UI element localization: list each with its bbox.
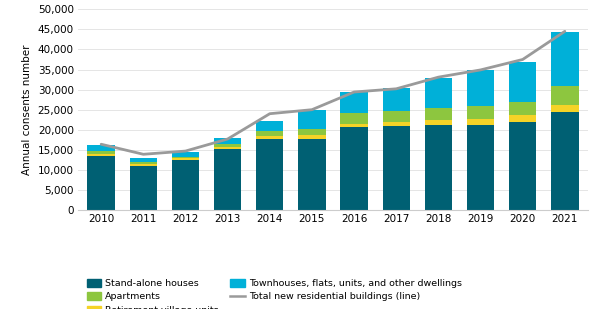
Bar (551, 86, 578, 105)
Bar (298, 111, 326, 129)
Bar (509, 103, 536, 115)
Bar (130, 158, 157, 162)
Bar (509, 62, 536, 103)
Bar (340, 124, 368, 127)
Bar (383, 111, 410, 122)
Bar (425, 108, 452, 120)
Bar (88, 145, 115, 151)
Bar (383, 88, 410, 111)
Bar (172, 158, 199, 160)
Bar (425, 78, 452, 108)
Bar (551, 112, 578, 210)
Bar (130, 162, 157, 164)
Bar (88, 156, 115, 210)
Bar (172, 157, 199, 158)
Bar (509, 122, 536, 210)
Bar (88, 151, 115, 154)
Bar (383, 122, 410, 126)
Bar (551, 105, 578, 112)
Bar (130, 166, 157, 210)
Bar (172, 152, 199, 157)
Bar (340, 127, 368, 210)
Bar (340, 92, 368, 113)
Bar (130, 164, 157, 166)
Bar (551, 32, 578, 86)
Bar (298, 135, 326, 139)
Bar (214, 144, 241, 147)
Bar (256, 131, 283, 136)
Bar (256, 139, 283, 210)
Bar (467, 70, 494, 107)
Bar (214, 147, 241, 149)
Bar (214, 149, 241, 210)
Bar (383, 126, 410, 210)
Bar (467, 107, 494, 119)
Bar (298, 129, 326, 135)
Bar (467, 125, 494, 210)
Bar (256, 121, 283, 131)
Bar (172, 160, 199, 210)
Bar (88, 154, 115, 156)
Y-axis label: Annual consents number: Annual consents number (22, 44, 32, 175)
Bar (214, 138, 241, 144)
Bar (509, 115, 536, 122)
Bar (467, 119, 494, 125)
Bar (340, 113, 368, 124)
Legend: Stand-alone houses, Apartments, Retirement village units, Townhouses, flats, uni: Stand-alone houses, Apartments, Retireme… (83, 275, 466, 309)
Bar (425, 120, 452, 125)
Bar (425, 125, 452, 210)
Bar (256, 136, 283, 139)
Bar (298, 139, 326, 210)
